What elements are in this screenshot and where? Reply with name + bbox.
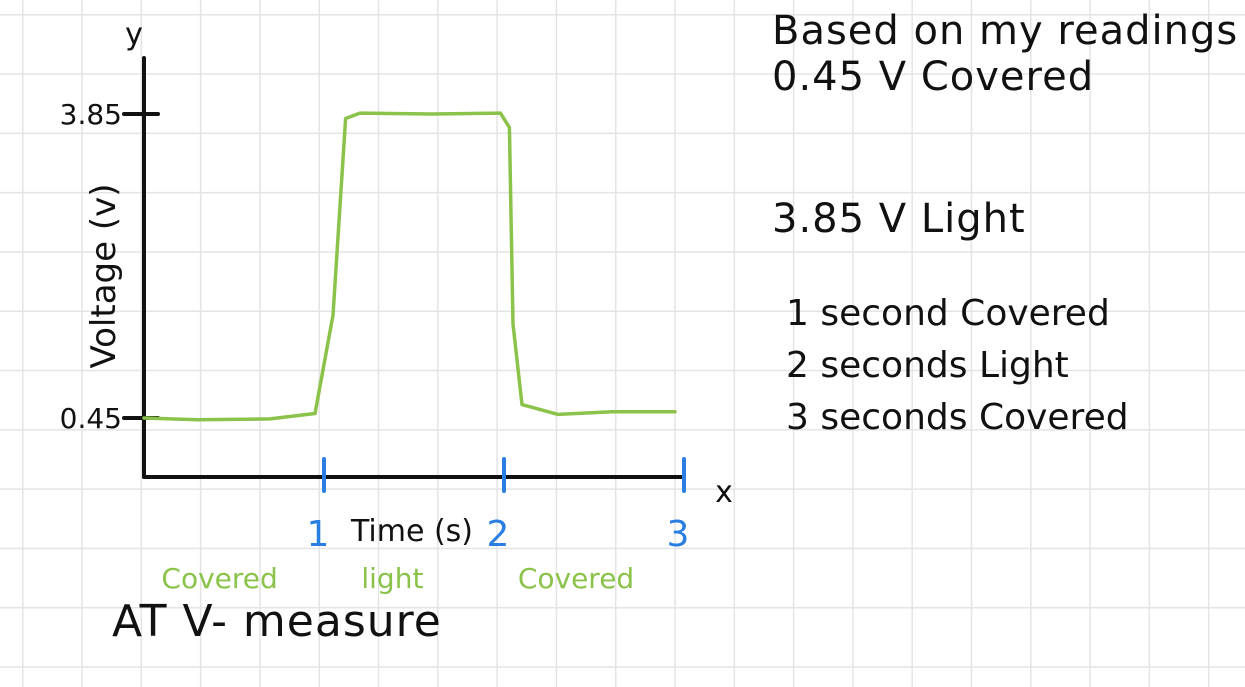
region-label: light [361,562,423,595]
y-axis-label: Voltage (v) [84,184,124,369]
footer-title: AT V- measure [112,596,442,647]
x-axis-letter: x [715,475,733,510]
note-spacer [772,242,1232,288]
notes-panel: Based on my readings 0.45 V Covered 3.85… [772,8,1239,444]
x-ticks: 1 2 3 [307,457,690,555]
region-labels: Covered light Covered [161,562,634,595]
y-tick-label: 0.45 [60,402,122,435]
region-label: Covered [518,562,634,595]
series-group [142,111,677,422]
x-tick-label: 2 [487,514,510,555]
y-ticks: 0.45 3.85 [60,98,160,435]
x-tick-label: 1 [307,514,330,555]
note-spacer [772,100,1232,196]
note-list-item: 3 seconds Covered [786,397,1129,438]
y-axis-letter: y [125,17,143,52]
y-tick-label: 3.85 [60,98,122,131]
series-line [142,111,677,422]
note-light-reading: 3.85 V Light [772,196,1026,242]
x-tick-label: 3 [667,514,690,555]
notes-heading: Based on my readings [772,8,1239,54]
note-covered-reading: 0.45 V Covered [772,54,1095,100]
note-list-item: 2 seconds Light [786,345,1069,386]
chart-axes [142,56,686,479]
x-axis-label: Time (s) [350,514,473,549]
note-list-item: 1 second Covered [786,293,1110,334]
region-label: Covered [161,562,277,595]
